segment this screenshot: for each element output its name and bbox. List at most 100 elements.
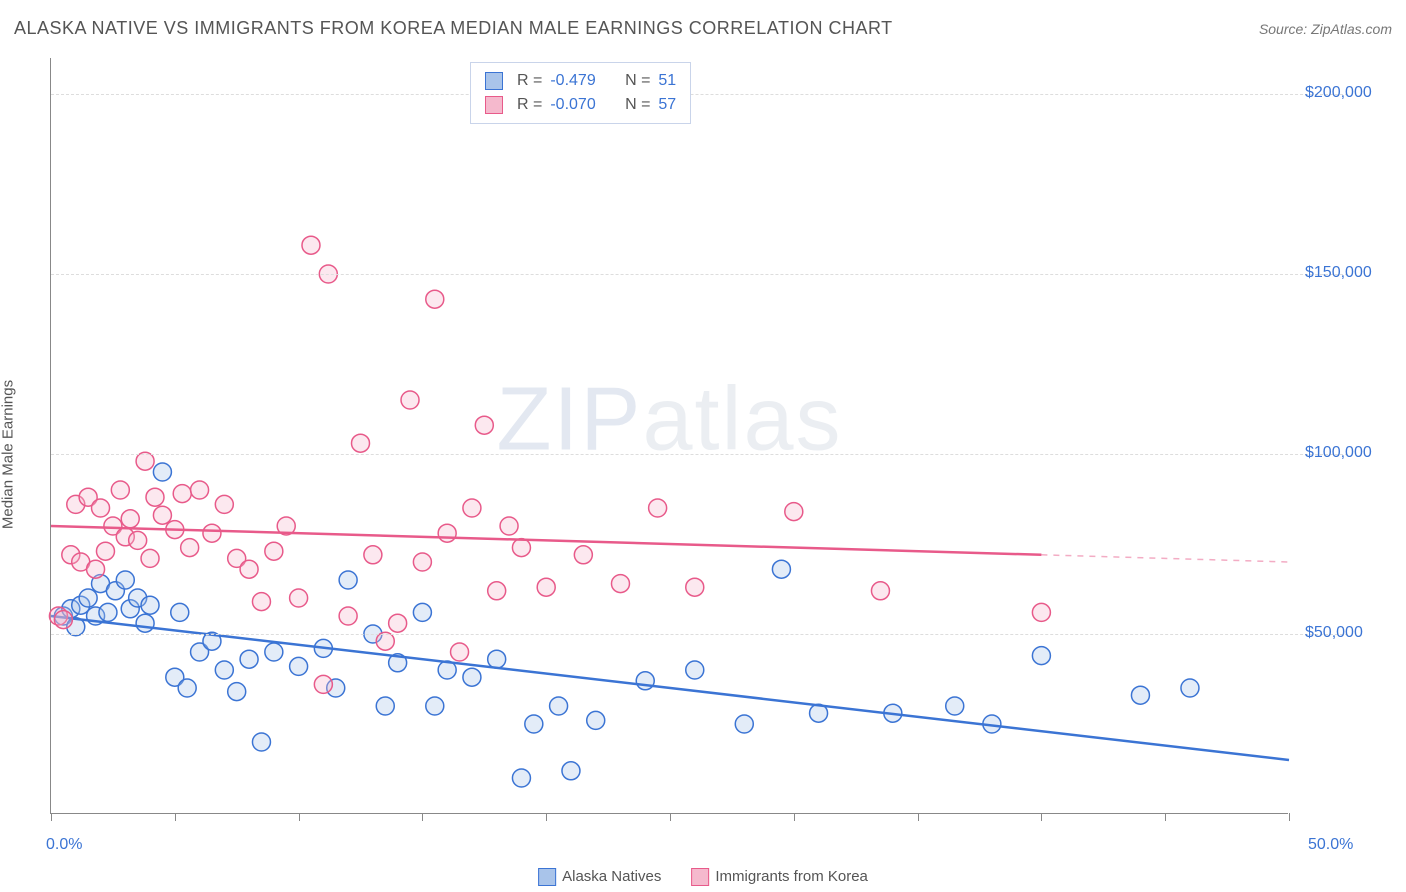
data-point	[215, 661, 233, 679]
title-bar: ALASKA NATIVE VS IMMIGRANTS FROM KOREA M…	[14, 18, 1392, 39]
data-point	[463, 499, 481, 517]
data-point	[240, 560, 258, 578]
gridline	[51, 634, 1348, 635]
data-point	[488, 582, 506, 600]
data-point	[451, 643, 469, 661]
data-point	[181, 539, 199, 557]
legend-item: Alaska Natives	[538, 868, 661, 886]
data-point	[339, 607, 357, 625]
data-point	[537, 578, 555, 596]
data-point	[290, 589, 308, 607]
chart-title: ALASKA NATIVE VS IMMIGRANTS FROM KOREA M…	[14, 18, 893, 39]
gridline	[51, 274, 1348, 275]
data-point	[146, 488, 164, 506]
x-tick	[299, 813, 300, 821]
data-point	[141, 549, 159, 567]
data-point	[87, 560, 105, 578]
legend-swatch	[485, 96, 503, 114]
data-point	[1131, 686, 1149, 704]
legend-swatch	[538, 868, 556, 886]
data-point	[99, 603, 117, 621]
data-point	[173, 485, 191, 503]
data-point	[772, 560, 790, 578]
x-tick	[1041, 813, 1042, 821]
data-point	[116, 571, 134, 589]
data-point	[178, 679, 196, 697]
data-point	[240, 650, 258, 668]
data-point	[228, 683, 246, 701]
data-point	[171, 603, 189, 621]
x-tick	[1165, 813, 1166, 821]
y-tick-label: $200,000	[1305, 84, 1372, 102]
data-point	[96, 542, 114, 560]
x-tick	[670, 813, 671, 821]
x-tick	[51, 813, 52, 821]
data-point	[512, 539, 530, 557]
data-point	[512, 769, 530, 787]
stats-row: R = -0.479 N = 51	[485, 69, 676, 93]
data-point	[413, 603, 431, 621]
legend-swatch	[691, 868, 709, 886]
gridline	[51, 94, 1348, 95]
data-point	[290, 657, 308, 675]
data-point	[129, 531, 147, 549]
trend-line-dashed	[1041, 555, 1289, 562]
x-tick	[175, 813, 176, 821]
data-point	[54, 611, 72, 629]
data-point	[488, 650, 506, 668]
y-tick-label: $50,000	[1305, 624, 1363, 642]
legend-swatch	[485, 72, 503, 90]
data-point	[401, 391, 419, 409]
legend-bottom: Alaska Natives Immigrants from Korea	[538, 868, 868, 886]
x-tick	[918, 813, 919, 821]
legend-label: Immigrants from Korea	[715, 868, 868, 885]
data-point	[574, 546, 592, 564]
data-point	[463, 668, 481, 686]
legend-label: Alaska Natives	[562, 868, 661, 885]
x-min-label: 0.0%	[46, 836, 82, 854]
data-point	[686, 578, 704, 596]
data-point	[215, 495, 233, 513]
data-point	[550, 697, 568, 715]
data-point	[203, 524, 221, 542]
data-point	[265, 542, 283, 560]
data-point	[121, 510, 139, 528]
y-axis-label: Median Male Earnings	[0, 380, 17, 529]
data-point	[587, 711, 605, 729]
data-point	[1032, 603, 1050, 621]
data-point	[376, 697, 394, 715]
data-point	[426, 290, 444, 308]
stats-box: R = -0.479 N = 51R = -0.070 N = 57	[470, 62, 691, 124]
data-point	[153, 463, 171, 481]
data-point	[1181, 679, 1199, 697]
trend-line	[51, 526, 1041, 555]
data-point	[426, 697, 444, 715]
data-point	[339, 571, 357, 589]
data-point	[500, 517, 518, 535]
data-point	[1032, 647, 1050, 665]
data-point	[649, 499, 667, 517]
data-point	[438, 524, 456, 542]
x-tick	[546, 813, 547, 821]
data-point	[611, 575, 629, 593]
data-point	[389, 614, 407, 632]
data-point	[153, 506, 171, 524]
data-point	[191, 481, 209, 499]
data-point	[475, 416, 493, 434]
data-point	[871, 582, 889, 600]
scatter-chart	[51, 58, 1288, 813]
y-tick-label: $100,000	[1305, 444, 1372, 462]
data-point	[265, 643, 283, 661]
data-point	[525, 715, 543, 733]
data-point	[79, 589, 97, 607]
gridline	[51, 454, 1348, 455]
data-point	[92, 499, 110, 517]
y-tick-label: $150,000	[1305, 264, 1372, 282]
stats-row: R = -0.070 N = 57	[485, 93, 676, 117]
data-point	[314, 675, 332, 693]
data-point	[136, 614, 154, 632]
x-tick	[422, 813, 423, 821]
data-point	[141, 596, 159, 614]
data-point	[946, 697, 964, 715]
data-point	[302, 236, 320, 254]
